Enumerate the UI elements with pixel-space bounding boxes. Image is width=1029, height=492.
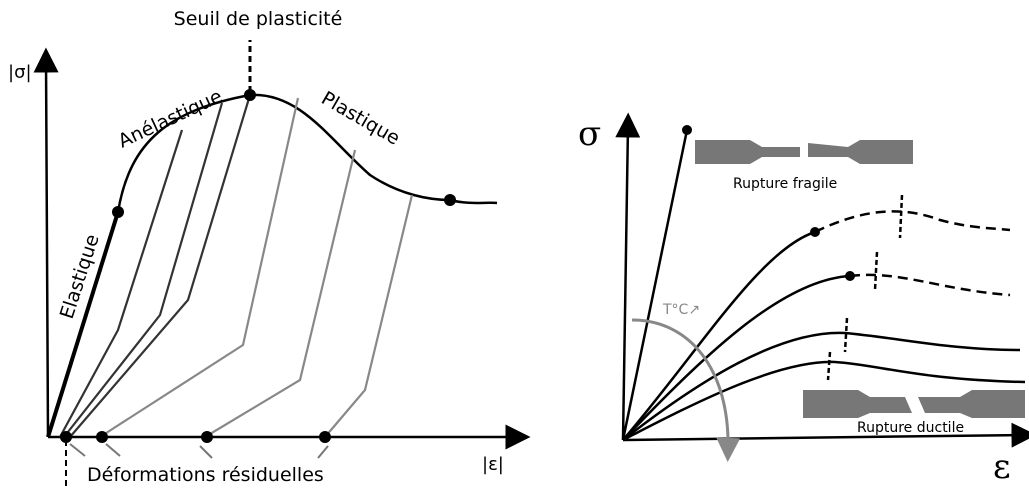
x-axis-label: |ε| — [482, 454, 504, 475]
plastic-label: Plastique — [318, 87, 404, 149]
curve — [622, 274, 851, 441]
left-diagram: Seuil de plasticité |σ| |ε| Anélastique … — [8, 8, 531, 490]
x-axis-label: ε — [993, 447, 1011, 487]
residual-label: Déformations résiduelles — [87, 464, 324, 486]
unload-line — [204, 149, 357, 438]
point — [682, 125, 692, 135]
y-axis-label: σ — [578, 114, 601, 154]
temperature-label: T°C↗ — [662, 302, 700, 318]
unload-line — [99, 97, 300, 438]
y-axis-label: |σ| — [8, 62, 32, 83]
unload-line — [63, 102, 224, 438]
brittle-label: Rupture fragile — [733, 176, 837, 192]
curve-dashed — [849, 273, 1011, 297]
curve — [622, 360, 1026, 442]
x-axis — [622, 422, 1029, 448]
curve — [622, 331, 1021, 441]
temperature-arrow — [631, 318, 741, 462]
point — [810, 227, 820, 237]
y-axis — [33, 47, 59, 438]
unload-line — [69, 94, 252, 438]
point — [845, 271, 855, 281]
rupture-marks — [826, 194, 904, 381]
unload-line — [324, 194, 414, 438]
curve-dashed — [814, 210, 1011, 234]
anelastic-label: Anélastique — [115, 85, 226, 152]
y-axis — [615, 112, 641, 441]
elastic-line — [46, 211, 120, 438]
unload-line — [59, 129, 184, 438]
points — [60, 89, 456, 443]
curve — [622, 230, 816, 441]
brittle-curve — [621, 129, 689, 441]
yield-label: Seuil de plasticité — [174, 8, 343, 30]
specimens — [695, 140, 1025, 418]
residual-arrows — [69, 443, 329, 459]
ductile-label: Rupture ductile — [857, 420, 964, 436]
right-diagram: σ ε Rupture fragile Rupture ductile T°C↗ — [578, 112, 1029, 487]
